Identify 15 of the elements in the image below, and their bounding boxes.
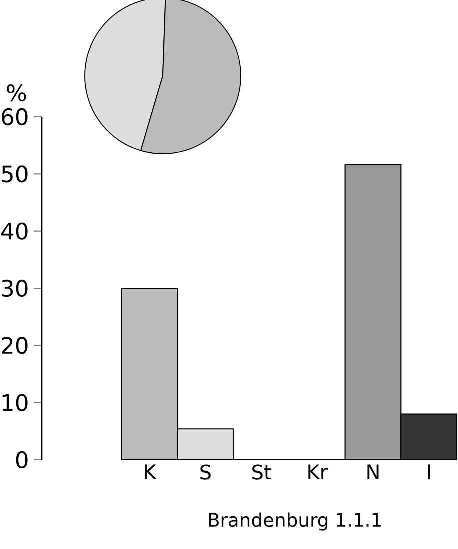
y-tick-label: 10 bbox=[2, 394, 28, 412]
y-tick-label: 0 bbox=[16, 451, 28, 469]
x-tick-label: St bbox=[252, 464, 272, 480]
x-tick-label: N bbox=[368, 464, 379, 480]
x-axis-title: Brandenburg 1.1.1 bbox=[209, 512, 381, 531]
y-tick-label: 60 bbox=[2, 108, 28, 126]
y-tick-label: 40 bbox=[2, 222, 28, 240]
y-tick-label: 20 bbox=[2, 337, 28, 354]
x-tick-label: Kr bbox=[308, 464, 328, 480]
y-axis-title: % bbox=[7, 84, 26, 102]
x-tick-label: I bbox=[428, 464, 430, 480]
y-tick-label: 50 bbox=[2, 166, 28, 183]
x-tick-label: K bbox=[145, 464, 157, 480]
x-tick-label: S bbox=[200, 464, 211, 480]
y-tick-label: 30 bbox=[2, 280, 28, 298]
